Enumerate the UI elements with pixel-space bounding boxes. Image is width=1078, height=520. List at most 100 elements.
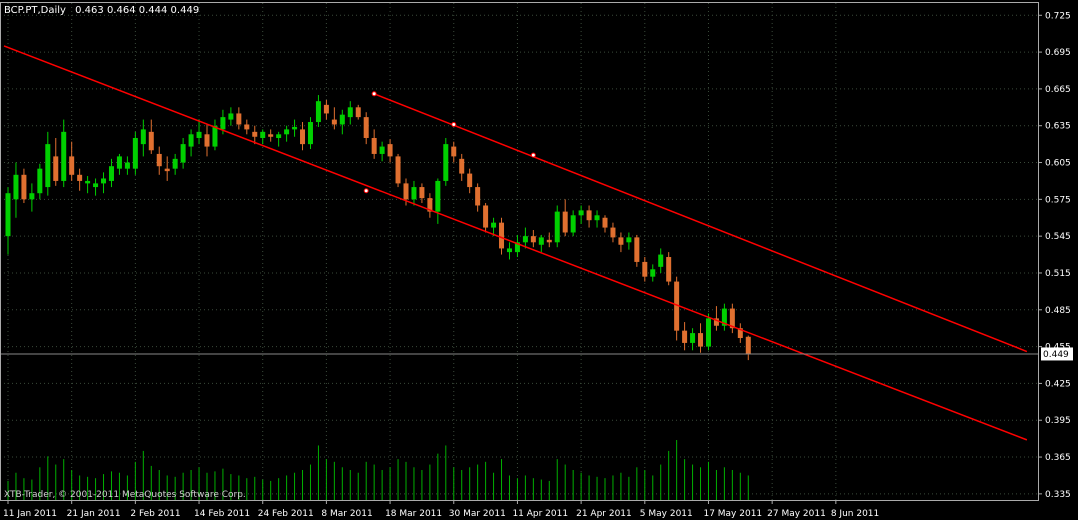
candle-body xyxy=(514,242,520,253)
candle-body xyxy=(506,248,512,253)
y-tick-label: 0.335 xyxy=(1045,490,1071,500)
x-tick-label: 2 Feb 2011 xyxy=(130,509,180,519)
y-tick-label: 0.425 xyxy=(1045,379,1071,389)
candle-body xyxy=(108,166,114,181)
candle-body xyxy=(467,173,473,188)
channel-anchor-point xyxy=(451,121,457,127)
y-tick-label: 0.485 xyxy=(1045,306,1071,316)
candle-body xyxy=(435,180,441,212)
candle-body xyxy=(53,156,59,181)
candle-body xyxy=(642,261,648,277)
candle-body xyxy=(546,239,552,243)
candle-body xyxy=(339,114,345,125)
candle-body xyxy=(475,187,481,206)
candle-body xyxy=(93,183,99,188)
x-tick-label: 8 Jun 2011 xyxy=(831,509,879,519)
candle-body xyxy=(698,333,704,347)
candle-body xyxy=(713,318,719,326)
candle-body xyxy=(705,318,711,347)
price-axis[interactable]: 0.725 0.695 0.665 0.635 0.605 0.575 0.545 0.515… xyxy=(1038,11,1071,500)
candle-body xyxy=(37,168,43,194)
candles xyxy=(5,95,751,361)
candle-body xyxy=(323,104,329,114)
channel-anchor-point xyxy=(363,188,369,194)
chart-header: BCP.PT,Daily 0.463 0.464 0.444 0.449 xyxy=(4,5,199,16)
x-tick-label: 5 May 2011 xyxy=(640,509,693,519)
candle-body xyxy=(586,210,592,221)
candle-body xyxy=(483,205,489,228)
y-tick-label: 0.665 xyxy=(1045,85,1071,95)
candle-body xyxy=(13,174,19,200)
y-tick-label: 0.515 xyxy=(1045,269,1071,279)
x-tick-label: 30 Mar 2011 xyxy=(449,509,506,519)
candle-body xyxy=(371,137,377,154)
y-tick-label: 0.545 xyxy=(1045,232,1071,242)
candle-body xyxy=(522,236,528,243)
candle-body xyxy=(276,134,282,138)
candle-body xyxy=(355,107,361,118)
candle-body xyxy=(650,269,656,277)
candle-body xyxy=(148,131,154,151)
x-tick-label: 27 May 2011 xyxy=(767,509,826,519)
candle-body xyxy=(578,210,584,216)
time-axis[interactable]: 11 Jan 2011 21 Jan 2011 2 Feb 2011 14 Feb 2… xyxy=(3,500,879,519)
candle-body xyxy=(61,131,67,181)
current-price-label: 0.449 xyxy=(1043,350,1069,360)
plot-frame xyxy=(0,2,1039,501)
candle-body xyxy=(674,281,680,331)
candle-body xyxy=(164,168,170,172)
x-tick-label: 8 Mar 2011 xyxy=(321,509,372,519)
x-tick-label: 11 Jan 2011 xyxy=(3,509,57,519)
candle-body xyxy=(451,146,457,157)
candle-body xyxy=(236,113,242,125)
candle-body xyxy=(315,101,321,123)
x-tick-label: 21 Jan 2011 xyxy=(67,509,121,519)
candle-body xyxy=(594,215,600,221)
candle-body xyxy=(658,254,664,267)
current-price-tag-bg xyxy=(1041,347,1073,361)
y-tick-label: 0.635 xyxy=(1045,122,1071,132)
candle-body xyxy=(530,236,536,243)
candle-body xyxy=(331,119,337,125)
candle-body xyxy=(379,146,385,154)
candle-body xyxy=(610,227,616,238)
candle-body xyxy=(180,144,186,163)
candle-body xyxy=(140,129,146,145)
candle-body xyxy=(363,117,369,138)
current-price-tag: 0.449 xyxy=(1041,347,1073,361)
candle-body xyxy=(268,134,274,137)
trend-channel[interactable] xyxy=(3,45,1028,441)
candle-body xyxy=(570,215,576,233)
y-tick-label: 0.725 xyxy=(1045,11,1071,21)
candle-body xyxy=(5,193,11,237)
y-tick-label: 0.695 xyxy=(1045,48,1071,58)
candle-body xyxy=(45,144,51,188)
candle-body xyxy=(204,134,210,147)
y-tick-label: 0.365 xyxy=(1045,453,1071,463)
candle-body xyxy=(307,122,313,145)
candle-body xyxy=(172,158,178,169)
candle-body xyxy=(347,107,353,118)
candle-body xyxy=(29,193,35,200)
candle-body xyxy=(156,153,162,167)
candle-body xyxy=(101,178,107,184)
candle-body xyxy=(403,183,409,200)
candle-body xyxy=(562,211,568,233)
candle-body xyxy=(499,222,505,249)
channel-line-lower xyxy=(3,45,1028,441)
channel-anchor-point xyxy=(530,152,536,158)
candle-body xyxy=(300,129,306,145)
candle-body xyxy=(427,198,433,212)
x-tick-label: 21 Apr 2011 xyxy=(576,509,632,519)
candle-body xyxy=(666,257,672,282)
candle-body xyxy=(737,328,743,339)
y-tick-label: 0.395 xyxy=(1045,416,1071,426)
candle-body xyxy=(252,131,258,137)
ohlc-values: 0.463 0.464 0.444 0.449 xyxy=(75,5,199,16)
watermark: XTB-Trader, © 2001-2011 MetaQuotes Softw… xyxy=(4,490,246,500)
y-tick-label: 0.605 xyxy=(1045,159,1071,169)
channel-anchor-point xyxy=(371,91,377,97)
candle-body xyxy=(634,237,640,262)
